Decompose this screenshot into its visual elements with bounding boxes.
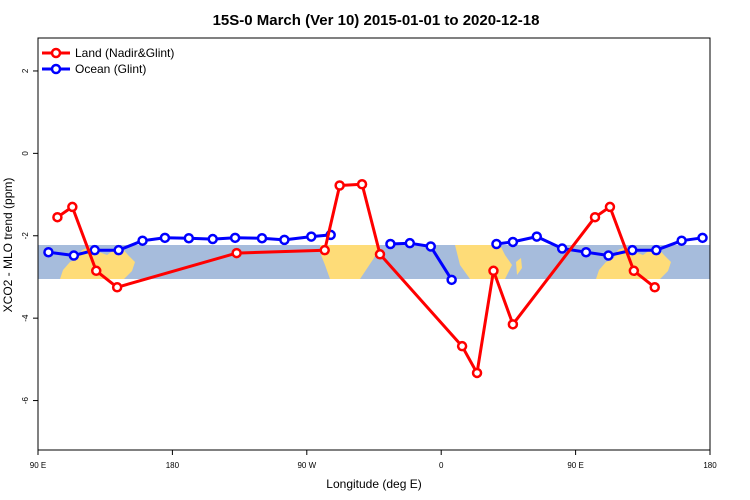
- data-point: [43, 246, 54, 258]
- data-point: [356, 179, 368, 190]
- data-point: [67, 201, 78, 213]
- legend-marker: [50, 63, 62, 75]
- series-line: [390, 241, 453, 281]
- x-tick-label: 180: [166, 461, 180, 470]
- legend-item: Land (Nadir&Glint): [42, 46, 174, 60]
- x-axis-label: Longitude (deg E): [326, 477, 421, 491]
- data-point: [90, 265, 102, 277]
- land-region-australia-repeat: [596, 247, 671, 279]
- data-point: [207, 233, 218, 245]
- data-point: [488, 265, 499, 277]
- data-point: [137, 235, 148, 246]
- data-point: [491, 238, 502, 250]
- data-point: [52, 211, 63, 223]
- data-point: [604, 201, 616, 213]
- series-layer: [43, 179, 708, 379]
- series-line: [496, 235, 703, 257]
- legend-label: Ocean (Glint): [75, 62, 146, 76]
- data-point: [627, 244, 638, 256]
- data-point: [374, 249, 386, 260]
- data-point: [425, 241, 436, 252]
- data-point: [111, 282, 123, 293]
- data-point: [256, 232, 268, 244]
- land-band-regions: [60, 245, 671, 279]
- legend-marker: [50, 47, 62, 59]
- y-axis-label: XCO2 - MLO trend (ppm): [1, 178, 15, 313]
- data-point: [580, 246, 592, 258]
- land-region-madagascar: [516, 258, 522, 275]
- data-point: [603, 250, 614, 261]
- latitude-band: [38, 245, 710, 279]
- x-axis: 90 E 180 90 W 0 90 E 180: [30, 450, 717, 470]
- x-tick-label: 90 E: [567, 461, 583, 470]
- data-point: [556, 243, 568, 254]
- data-point: [334, 180, 345, 191]
- data-point: [676, 235, 687, 246]
- data-point: [68, 250, 80, 261]
- data-point: [649, 282, 660, 293]
- data-point: [697, 232, 708, 244]
- x-tick-label: 90 W: [297, 461, 316, 470]
- y-tick-label: -4: [21, 314, 30, 322]
- legend-label: Land (Nadir&Glint): [75, 46, 174, 60]
- data-point: [650, 244, 662, 256]
- x-tick-label: 90 E: [30, 461, 46, 470]
- x-tick-label: 180: [703, 461, 717, 470]
- data-point: [404, 237, 416, 249]
- y-tick-label: -2: [21, 232, 30, 240]
- data-point: [628, 265, 640, 277]
- data-point: [507, 319, 519, 330]
- y-tick-label: 2: [21, 68, 30, 73]
- data-point: [385, 238, 396, 250]
- data-point: [446, 274, 457, 286]
- data-point: [456, 340, 468, 352]
- data-point: [507, 236, 519, 248]
- data-point: [159, 232, 171, 244]
- data-point: [589, 211, 601, 223]
- data-point: [231, 247, 242, 259]
- data-point: [229, 232, 241, 244]
- plot-frame: [37, 37, 711, 451]
- series-land: [52, 179, 660, 379]
- x-tick-label: 0: [439, 461, 444, 470]
- y-tick-label: -6: [21, 396, 30, 404]
- data-point: [279, 234, 290, 246]
- data-point: [183, 232, 195, 244]
- chart-title: 15S-0 March (Ver 10) 2015-01-01 to 2020-…: [213, 12, 540, 29]
- y-tick-label: 0: [21, 151, 30, 156]
- data-point: [306, 231, 317, 242]
- data-point: [471, 367, 483, 379]
- y-axis: -6 -4 -2 0 2: [21, 68, 38, 404]
- data-point: [319, 244, 330, 256]
- data-point: [89, 244, 100, 256]
- land-region-australia: [60, 247, 135, 279]
- series-ocean: [43, 229, 708, 286]
- data-point: [113, 244, 124, 256]
- data-point: [531, 231, 543, 242]
- land-region-south-america: [320, 245, 380, 279]
- legend: Land (Nadir&Glint) Ocean (Glint): [42, 46, 174, 76]
- legend-item: Ocean (Glint): [42, 62, 146, 76]
